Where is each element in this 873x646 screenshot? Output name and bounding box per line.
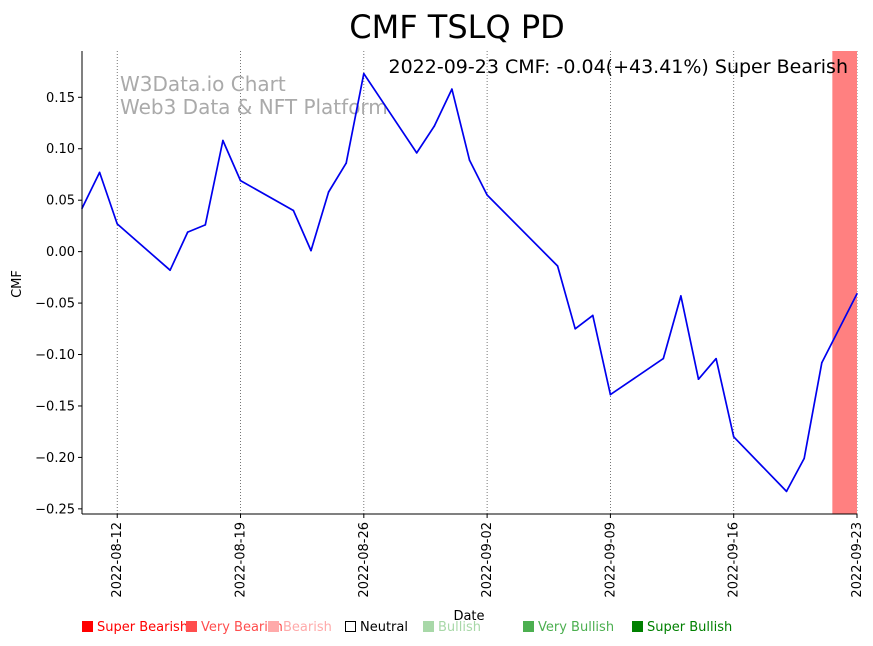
data-point (239, 179, 242, 182)
data-point (415, 152, 418, 154)
y-tick-label: 0.00 (46, 245, 75, 260)
x-axis-label: Date (453, 609, 484, 624)
highlight-band (832, 51, 857, 514)
x-tick-label: 2022-08-26 (357, 522, 372, 598)
x-tick-label: 2022-09-09 (603, 522, 618, 598)
data-point (468, 159, 471, 161)
legend-swatch (268, 621, 279, 632)
data-point (310, 249, 312, 252)
legend-item-bullish: Bullish (423, 620, 481, 635)
data-point (591, 314, 594, 317)
data-point (486, 194, 488, 196)
data-point (116, 223, 119, 225)
y-axis-label: CMF (10, 270, 25, 298)
y-tick-label: −0.20 (35, 451, 75, 466)
y-axis: 0.15 0.10 0.05 0.00 −0.05 −0.10 −0.15 −0.20 −0.2… (35, 91, 82, 517)
y-tick-label: −0.10 (35, 348, 75, 363)
legend-item-bearish: Bearish (268, 620, 332, 635)
data-point (556, 265, 559, 267)
y-tick-label: 0.15 (46, 91, 75, 106)
x-tick-label: 2022-09-02 (480, 522, 495, 598)
x-tick-label: 2022-08-12 (110, 522, 125, 598)
data-point (345, 162, 348, 164)
legend-label: Very Bearish (201, 620, 283, 635)
watermark-line-1: W3Data.io Chart (120, 72, 286, 96)
data-point (662, 357, 665, 360)
x-tick-label: 2022-09-16 (727, 522, 742, 598)
legend-item-neutral: Neutral (345, 620, 408, 635)
data-point (363, 72, 365, 75)
legend-swatch (423, 621, 434, 632)
legend-swatch (345, 621, 356, 632)
legend-label: Neutral (360, 620, 408, 635)
legend-swatch (82, 621, 93, 632)
watermark-line-2: Web3 Data & NFT Platform (120, 95, 388, 119)
y-tick-label: −0.15 (35, 399, 75, 414)
legend-swatch (186, 621, 197, 632)
data-point (820, 361, 823, 364)
data-point (715, 357, 717, 360)
legend-item-super-bullish: Super Bullish (632, 620, 732, 635)
legend-item-very-bullish: Very Bullish (523, 620, 614, 635)
data-point (803, 457, 805, 460)
data-point (169, 269, 171, 271)
data-point (609, 393, 612, 396)
data-point (292, 209, 295, 212)
data-point (433, 125, 436, 127)
legend-swatch (632, 621, 643, 632)
data-point (697, 378, 700, 381)
data-point (856, 293, 858, 295)
chart-title: CMF TSLQ PD (349, 8, 565, 46)
x-tick-label: 2022-08-19 (234, 522, 249, 598)
data-point (222, 139, 224, 142)
data-point (451, 88, 453, 90)
data-point (732, 436, 735, 438)
legend-item-super-bearish: Super Bearish (82, 620, 188, 635)
legend-label: Very Bullish (538, 620, 615, 635)
annotation-text: 2022-09-23 CMF: -0.04(+43.41%) Super Bea… (388, 56, 848, 78)
y-tick-label: 0.10 (46, 142, 75, 157)
y-tick-label: −0.25 (35, 502, 75, 517)
y-tick-label: 0.05 (46, 194, 75, 209)
highlight-layer (832, 51, 857, 514)
series-line-cmf (81, 72, 858, 493)
y-tick-label: −0.05 (35, 297, 75, 312)
legend-label: Super Bullish (647, 620, 733, 635)
x-grid-lines (116, 51, 858, 514)
legend-swatch (523, 621, 534, 632)
x-axis: 2022-08-12 2022-08-19 2022-08-26 2022-09-02… (110, 514, 865, 598)
legend-label: Bullish (438, 620, 482, 635)
data-point (574, 328, 576, 330)
legend-label: Super Bearish (97, 620, 189, 635)
legend-label: Bearish (283, 620, 332, 635)
data-point (98, 171, 101, 174)
x-tick-label: 2022-09-23 (850, 522, 865, 598)
series-layer (81, 72, 858, 493)
data-point (327, 191, 330, 193)
data-point (204, 224, 207, 226)
data-point (680, 295, 682, 297)
data-point (186, 231, 189, 233)
data-point (785, 490, 788, 493)
legend-item-very-bearish: Very Bearish (186, 620, 283, 635)
